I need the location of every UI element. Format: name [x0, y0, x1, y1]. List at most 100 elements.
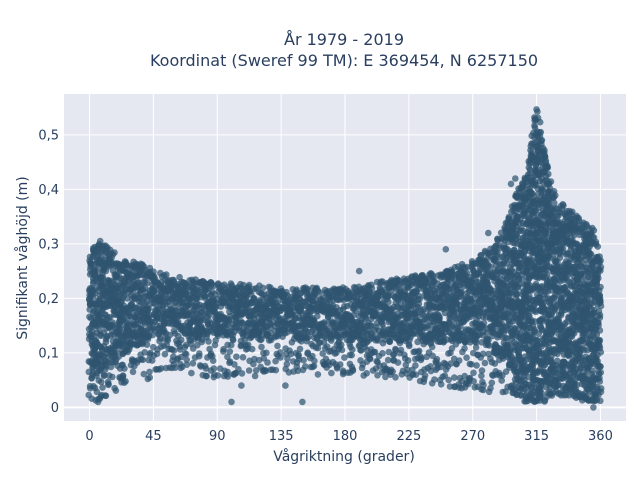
data-point	[461, 345, 468, 352]
data-point	[130, 369, 137, 376]
data-point	[539, 137, 546, 144]
data-point	[178, 337, 185, 344]
data-point	[552, 192, 559, 199]
data-point	[542, 154, 549, 161]
data-point	[533, 106, 540, 113]
data-point	[98, 379, 105, 386]
data-point	[429, 344, 436, 351]
data-point	[297, 346, 304, 353]
data-point	[514, 292, 521, 299]
data-point	[196, 353, 203, 360]
data-point	[99, 384, 106, 391]
data-point	[249, 346, 256, 353]
data-point	[110, 251, 117, 258]
data-point	[258, 344, 265, 351]
data-point	[489, 380, 496, 387]
data-point	[283, 289, 290, 296]
data-point	[538, 129, 545, 136]
data-point	[302, 363, 309, 370]
data-point	[422, 372, 429, 379]
data-point	[554, 358, 561, 365]
data-point	[150, 268, 157, 275]
data-point	[544, 164, 551, 171]
data-point	[227, 348, 234, 355]
data-point	[436, 314, 443, 321]
data-point	[273, 367, 280, 374]
data-point	[387, 339, 394, 346]
data-point	[412, 362, 419, 369]
data-point	[109, 374, 116, 381]
data-point	[350, 367, 357, 374]
data-point	[397, 340, 404, 347]
data-point	[473, 362, 480, 369]
data-point	[537, 119, 544, 126]
data-point	[188, 370, 195, 377]
data-point	[379, 350, 386, 357]
data-point	[339, 347, 346, 354]
data-point	[470, 370, 477, 377]
data-point	[233, 353, 240, 360]
data-point	[482, 360, 489, 367]
data-point	[277, 354, 284, 361]
data-point	[337, 361, 344, 368]
data-point	[264, 359, 271, 366]
data-point	[225, 373, 232, 380]
data-point	[171, 347, 178, 354]
data-point	[246, 367, 253, 374]
data-point	[198, 339, 205, 346]
data-point	[183, 351, 190, 358]
data-point	[228, 280, 235, 287]
data-point	[431, 376, 438, 383]
data-point	[239, 370, 246, 377]
data-point	[367, 356, 374, 363]
data-point	[111, 385, 118, 392]
data-point	[103, 393, 110, 400]
data-point	[349, 346, 356, 353]
data-point	[385, 299, 392, 306]
data-point	[479, 367, 486, 374]
data-point	[470, 378, 477, 385]
data-point	[557, 254, 564, 261]
data-point	[205, 338, 212, 345]
data-point	[184, 361, 191, 368]
data-point	[203, 373, 210, 380]
data-point	[121, 379, 128, 386]
data-point	[240, 354, 247, 361]
data-point	[190, 360, 197, 367]
data-point	[311, 363, 318, 370]
data-point	[545, 171, 552, 178]
data-point	[463, 354, 470, 361]
data-point	[263, 350, 270, 357]
data-point	[551, 200, 558, 207]
data-point	[456, 357, 463, 364]
data-point	[363, 370, 370, 377]
data-point	[369, 285, 376, 292]
data-point	[121, 365, 128, 372]
data-point	[328, 370, 335, 377]
data-point	[548, 178, 555, 185]
data-point	[379, 321, 386, 328]
data-point	[140, 357, 147, 364]
data-point	[105, 382, 112, 389]
data-point	[300, 357, 307, 364]
data-point	[144, 341, 151, 348]
data-point	[230, 336, 237, 343]
data-point	[211, 365, 218, 372]
data-point	[415, 292, 422, 299]
data-point	[146, 374, 153, 381]
data-point	[252, 373, 259, 380]
data-point	[315, 371, 322, 378]
data-point	[451, 374, 458, 381]
data-point	[395, 359, 402, 366]
data-point	[445, 377, 452, 384]
data-point	[457, 289, 464, 296]
data-point	[146, 369, 153, 376]
data-point	[260, 285, 267, 292]
data-point	[537, 387, 544, 394]
data-point	[274, 343, 281, 350]
data-point	[401, 352, 408, 359]
data-point	[209, 353, 216, 360]
data-point	[480, 387, 487, 394]
